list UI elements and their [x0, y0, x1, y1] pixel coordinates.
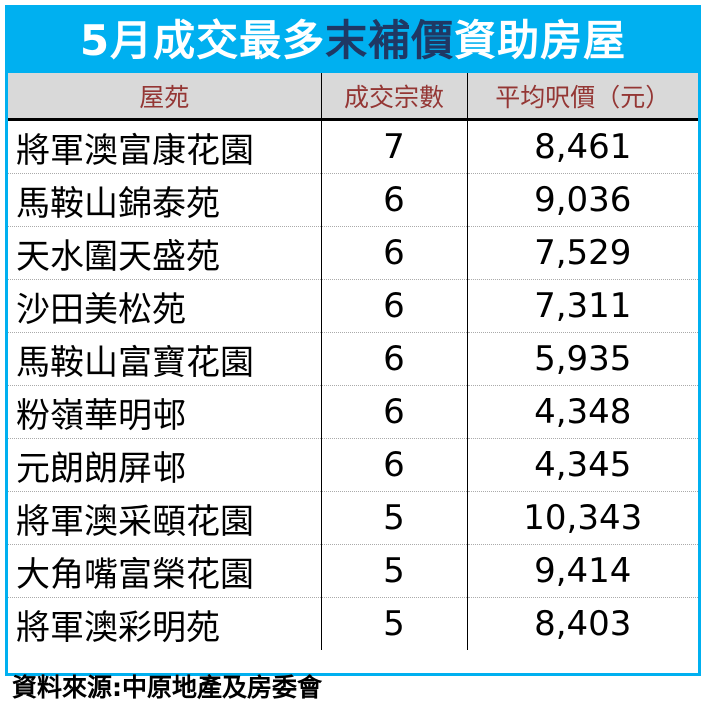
title-part1: 5月成交最多 [79, 16, 326, 65]
header-count: 成交宗數 [320, 73, 467, 121]
table-row: 元朗朗屏邨 6 4,345 [8, 438, 698, 492]
count-cell: 5 [320, 544, 467, 598]
table-row: 將軍澳富康花園 7 8,461 [8, 119, 698, 174]
price-cell: 8,461 [466, 119, 698, 174]
page-title: 5月成交最多末補價資助房屋 [8, 8, 698, 73]
price-cell: 10,343 [466, 491, 698, 545]
estate-cell: 天水圍天盛苑 [8, 226, 321, 280]
table-row: 大角嘴富榮花園 5 9,414 [8, 544, 698, 598]
table-row: 馬鞍山錦泰苑 6 9,036 [8, 173, 698, 227]
price-cell: 5,935 [466, 332, 698, 386]
table-row: 粉嶺華明邨 6 4,348 [8, 385, 698, 439]
estate-cell: 將軍澳富康花園 [8, 119, 321, 174]
estate-cell: 元朗朗屏邨 [8, 438, 321, 492]
price-cell: 7,529 [466, 226, 698, 280]
price-cell: 7,311 [466, 279, 698, 333]
count-cell: 7 [320, 119, 467, 174]
table-row: 將軍澳彩明苑 5 8,403 [8, 597, 698, 650]
title-part2: 資助房屋 [454, 16, 627, 65]
estate-cell: 沙田美松苑 [8, 279, 321, 333]
table-row: 將軍澳采頤花園 5 10,343 [8, 491, 698, 545]
estate-cell: 馬鞍山錦泰苑 [8, 173, 321, 227]
count-cell: 6 [320, 173, 467, 227]
table-header: 屋苑 成交宗數 平均呎價（元） [8, 73, 698, 121]
price-cell: 4,345 [466, 438, 698, 492]
count-cell: 6 [320, 332, 467, 386]
source-note: 資料來源:中原地產及房委會 [12, 673, 322, 702]
count-cell: 6 [320, 385, 467, 439]
count-cell: 5 [320, 597, 467, 650]
estate-cell: 馬鞍山富寶花園 [8, 332, 321, 386]
infographic-frame: 5月成交最多末補價資助房屋 屋苑 成交宗數 平均呎價（元） 將軍澳富康花園 7 8,… [5, 5, 701, 676]
count-cell: 6 [320, 438, 467, 492]
count-cell: 5 [320, 491, 467, 545]
count-cell: 6 [320, 226, 467, 280]
title-highlight: 末補價 [325, 16, 455, 65]
header-estate: 屋苑 [8, 73, 321, 121]
price-cell: 9,414 [466, 544, 698, 598]
count-cell: 6 [320, 279, 467, 333]
estate-cell: 將軍澳彩明苑 [16, 607, 220, 648]
table-row: 馬鞍山富寶花園 6 5,935 [8, 332, 698, 386]
table-row: 沙田美松苑 6 7,311 [8, 279, 698, 333]
estate-cell: 大角嘴富榮花園 [8, 544, 321, 598]
price-cell: 4,348 [466, 385, 698, 439]
price-cell: 8,403 [466, 597, 698, 650]
price-cell: 9,036 [466, 173, 698, 227]
estate-cell: 粉嶺華明邨 [8, 385, 321, 439]
estate-table: 屋苑 成交宗數 平均呎價（元） 將軍澳富康花園 7 8,461 馬鞍山錦泰苑 6 9,03… [8, 73, 698, 650]
table-row: 天水圍天盛苑 6 7,529 [8, 226, 698, 280]
header-price: 平均呎價（元） [466, 73, 698, 121]
estate-cell: 將軍澳采頤花園 [8, 491, 321, 545]
